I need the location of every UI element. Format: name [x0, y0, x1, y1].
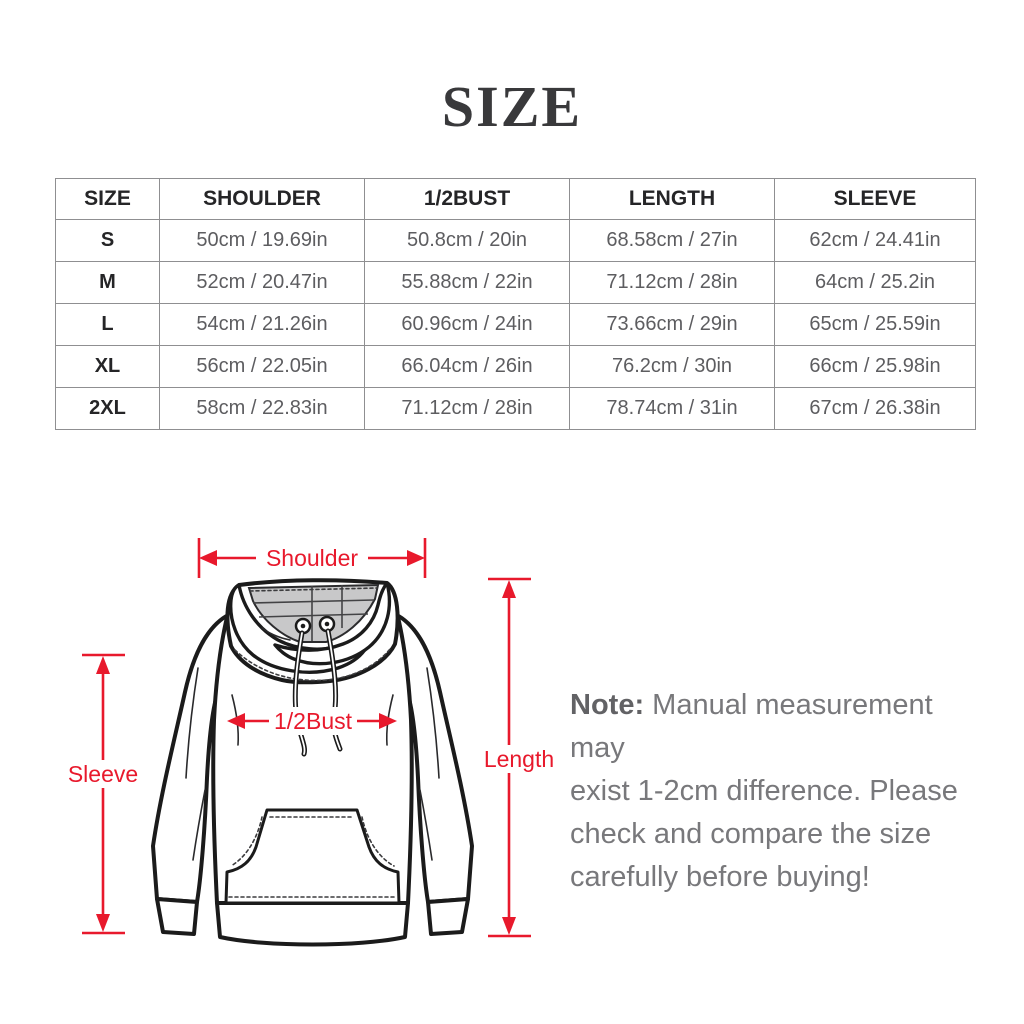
cell-length: 71.12cm / 28in [569, 261, 775, 304]
cell-length: 76.2cm / 30in [569, 345, 775, 388]
pocket-stitch [230, 816, 263, 867]
cell-size: S [55, 219, 160, 262]
grommet-hole [324, 621, 330, 627]
table-row: XL 56cm / 22.05in 66.04cm / 26in 76.2cm … [55, 345, 976, 388]
header-shoulder: SHOULDER [159, 178, 365, 220]
header-size: SIZE [55, 178, 160, 220]
cell-size: 2XL [55, 387, 160, 430]
table-row: M 52cm / 20.47in 55.88cm / 22in 71.12cm … [55, 261, 976, 304]
arrowhead-up [96, 656, 110, 674]
sleeve-arrow: Sleeve [68, 653, 138, 935]
collar-crease [261, 627, 291, 641]
collar-right-fold [273, 581, 392, 666]
sleeve-wrinkle [419, 789, 433, 861]
sleeve-wrinkle [426, 667, 440, 779]
grommet-hole [300, 623, 306, 629]
note-label: Note: [570, 689, 645, 721]
arrowhead-left [199, 550, 217, 566]
cell-shoulder: 58cm / 22.83in [159, 387, 365, 430]
hood-lining-grid [258, 613, 369, 618]
right-cuff-shape [426, 897, 470, 936]
cell-bust: 55.88cm / 22in [364, 261, 570, 304]
length-arrow: Length [484, 577, 554, 938]
pocket-shape [224, 808, 401, 905]
cell-sleeve: 62cm / 24.41in [774, 219, 976, 262]
note-line: carefully before buying! [570, 861, 870, 893]
collar-seam-stitch [234, 648, 391, 682]
cell-shoulder: 56cm / 22.05in [159, 345, 365, 388]
note-text: Note: Manual measurement may exist 1-2cm… [570, 684, 990, 899]
cell-shoulder: 52cm / 20.47in [159, 261, 365, 304]
cell-bust: 60.96cm / 24in [364, 303, 570, 346]
sleeve-wrinkle [185, 667, 199, 779]
measurement-arrows: Shoulder Sleeve 1/2Bust [68, 538, 554, 938]
bust-label: 1/2Bust [274, 708, 353, 734]
waistband-shape [215, 901, 410, 947]
shoulder-label: Shoulder [266, 545, 358, 571]
note-line: exist 1-2cm difference. Please [570, 775, 958, 807]
hood-lining-grid [252, 599, 375, 604]
table-row: L 54cm / 21.26in 60.96cm / 24in 73.66cm … [55, 303, 976, 346]
length-label: Length [484, 746, 554, 772]
cell-bust: 66.04cm / 26in [364, 345, 570, 388]
bust-arrow: 1/2Bust [227, 707, 397, 735]
arrowhead-right [379, 713, 397, 729]
hood-lining-stitch [249, 587, 378, 592]
header-sleeve: SLEEVE [774, 178, 976, 220]
arrowhead-up [502, 580, 516, 598]
pocket-stitch [361, 816, 395, 867]
cell-sleeve: 65cm / 25.59in [774, 303, 976, 346]
hoodie-illustration [151, 578, 474, 947]
cell-length: 78.74cm / 31in [569, 387, 775, 430]
sleeve-wrinkle [192, 789, 206, 861]
page-title: SIZE [441, 74, 583, 139]
table-header-row: SIZE SHOULDER 1/2BUST LENGTH SLEEVE [55, 178, 976, 220]
table-row: S 50cm / 19.69in 50.8cm / 20in 68.58cm /… [55, 219, 976, 262]
cell-size: M [55, 261, 160, 304]
arrowhead-right [407, 550, 425, 566]
arrowhead-down [502, 917, 516, 935]
note-line: Note: Manual measurement may [570, 684, 990, 770]
left-cuff-shape [155, 897, 199, 936]
table-row: 2XL 58cm / 22.83in 71.12cm / 28in 78.74c… [55, 387, 976, 430]
sleeve-label: Sleeve [68, 761, 138, 787]
note-line-rest: Manual measurement may [570, 689, 933, 764]
note-line: check and compare the size [570, 818, 932, 850]
cell-bust: 71.12cm / 28in [364, 387, 570, 430]
cell-size: L [55, 303, 160, 346]
arrowhead-left [227, 713, 245, 729]
shoulder-arrow: Shoulder [197, 538, 427, 578]
cell-sleeve: 64cm / 25.2in [774, 261, 976, 304]
cell-shoulder: 50cm / 19.69in [159, 219, 365, 262]
hood-lining [247, 583, 380, 643]
cell-length: 68.58cm / 27in [569, 219, 775, 262]
cell-shoulder: 54cm / 21.26in [159, 303, 365, 346]
header-bust: 1/2BUST [364, 178, 570, 220]
cell-sleeve: 67cm / 26.38in [774, 387, 976, 430]
size-table: SIZE SHOULDER 1/2BUST LENGTH SLEEVE S 50… [55, 178, 976, 430]
arrowhead-down [96, 914, 110, 932]
